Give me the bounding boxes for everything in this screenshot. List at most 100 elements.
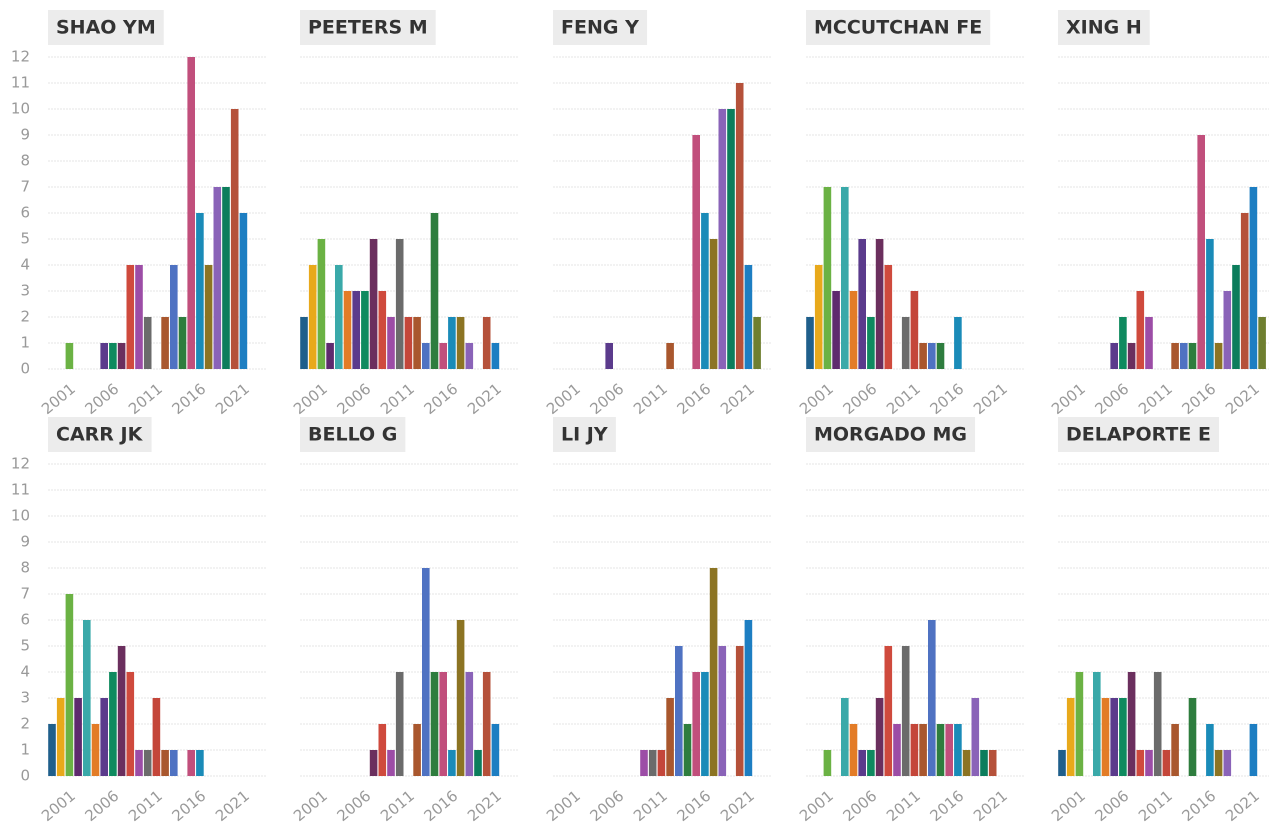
bar — [204, 265, 213, 369]
bar — [954, 317, 962, 369]
y-tick-label: 4 — [20, 256, 30, 274]
bar — [117, 646, 126, 776]
x-tick-label: 2016 — [674, 787, 715, 825]
bar — [1258, 317, 1266, 369]
x-tick-label: 2011 — [377, 787, 418, 825]
x-tick-label: 2016 — [674, 380, 715, 418]
y-tick-label: 12 — [11, 48, 30, 66]
bar — [456, 620, 465, 776]
y-tick-label: 10 — [11, 507, 30, 525]
bar — [196, 750, 204, 776]
x-tick-label: 2006 — [840, 787, 881, 825]
bar — [422, 343, 430, 369]
x-tick-label: 2021 — [717, 380, 758, 418]
y-tick-label: 3 — [20, 689, 30, 707]
bar — [875, 698, 884, 776]
bar — [1249, 724, 1258, 776]
bar — [83, 620, 91, 776]
x-tick-label: 2021 — [212, 380, 253, 418]
bar — [100, 698, 108, 776]
panel: MCCUTCHAN FE 2001 2006 2011 2016 2021 — [796, 10, 1024, 418]
y-tick-label: 0 — [20, 767, 30, 785]
bar — [823, 187, 832, 369]
bar — [239, 213, 248, 369]
panel: PEETERS M 2001 2006 2011 2016 2021 — [290, 10, 518, 418]
panel-title: FENG Y — [561, 17, 639, 39]
bar — [300, 317, 308, 369]
bar — [928, 343, 936, 369]
bar — [910, 291, 919, 369]
bar — [343, 291, 352, 369]
bar — [48, 724, 56, 776]
bar — [1093, 672, 1101, 776]
bar — [448, 317, 456, 369]
y-tick-label: 4 — [20, 663, 30, 681]
bar — [657, 750, 666, 776]
bar — [1206, 724, 1214, 776]
bar — [1240, 213, 1249, 369]
panel-title: SHAO YM — [56, 17, 156, 39]
title-box — [553, 417, 616, 452]
bar — [369, 239, 378, 369]
panel: MORGADO MG 2001 2006 2011 2016 2021 — [796, 417, 1024, 825]
bar — [988, 750, 997, 776]
panel: DELAPORTE E 2001 2006 2011 2016 2021 — [1048, 417, 1269, 825]
panel: LI JY 2001 2006 2011 2016 2021 — [543, 417, 771, 825]
bar — [387, 750, 395, 776]
panel-title: XING H — [1066, 17, 1142, 39]
x-tick-label: 2021 — [1222, 787, 1263, 825]
bar — [222, 187, 230, 369]
title-box — [48, 10, 164, 45]
bar — [823, 750, 832, 776]
x-tick-label: 2016 — [169, 380, 210, 418]
x-tick-label: 2011 — [630, 787, 671, 825]
bar — [369, 750, 378, 776]
bar — [1180, 343, 1188, 369]
panel: BELLO G 2001 2006 2011 2016 2021 — [290, 417, 518, 825]
bar — [1119, 698, 1127, 776]
bar — [1232, 265, 1240, 369]
bar — [814, 265, 823, 369]
bar — [109, 343, 117, 369]
panel-title: CARR JK — [56, 424, 144, 446]
bar — [901, 646, 910, 776]
bar — [884, 265, 893, 369]
y-tick-label: 5 — [20, 230, 30, 248]
bar — [858, 239, 866, 369]
x-tick-label: 2021 — [970, 380, 1011, 418]
bar — [413, 724, 421, 776]
bar — [308, 265, 317, 369]
y-tick-label: 1 — [20, 334, 30, 352]
x-tick-label: 2001 — [38, 380, 79, 418]
bar — [701, 672, 709, 776]
bar — [648, 750, 657, 776]
bar — [74, 698, 82, 776]
x-tick-label: 2006 — [82, 380, 123, 418]
y-tick-label: 12 — [11, 455, 30, 473]
bar — [126, 672, 135, 776]
y-tick-label: 1 — [20, 741, 30, 759]
bar — [980, 750, 988, 776]
x-tick-label: 2016 — [421, 787, 462, 825]
bar — [335, 265, 343, 369]
bar — [170, 265, 178, 369]
bar — [143, 317, 152, 369]
bar — [753, 317, 761, 369]
y-tick-label: 10 — [11, 100, 30, 118]
bar — [1214, 343, 1223, 369]
x-tick-label: 2006 — [334, 380, 375, 418]
bar — [1214, 750, 1223, 776]
bar — [117, 343, 126, 369]
y-tick-label: 9 — [20, 126, 30, 144]
panel-title: DELAPORTE E — [1066, 424, 1211, 446]
bar — [683, 724, 692, 776]
bar — [692, 672, 700, 776]
x-tick-label: 2021 — [970, 787, 1011, 825]
bar — [1075, 672, 1084, 776]
bar — [841, 698, 849, 776]
x-tick-label: 2006 — [1092, 380, 1133, 418]
y-tick-label: 6 — [20, 611, 30, 629]
bar — [1066, 698, 1075, 776]
y-tick-label: 8 — [20, 559, 30, 577]
y-tick-label: 8 — [20, 152, 30, 170]
